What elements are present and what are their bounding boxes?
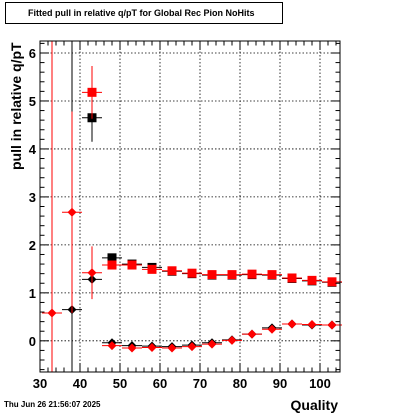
x-tick-label: 80 (233, 376, 247, 391)
data-point-diamond (67, 207, 77, 217)
x-tick-label: 90 (273, 376, 287, 391)
y-tick-label: 1 (29, 286, 36, 301)
data-series (42, 41, 342, 372)
data-point-square (167, 266, 177, 276)
data-point-square (87, 87, 97, 97)
chart-title: Fitted pull in relative q/pT for Global … (5, 2, 283, 24)
data-point-diamond (187, 342, 197, 352)
data-point-square (107, 253, 117, 263)
tick-labels: 30 40 50 60 70 80 90 100 0 1 2 3 4 5 6 (29, 46, 331, 391)
data-point-diamond (287, 319, 297, 329)
data-point-square (147, 264, 157, 274)
data-point-square (267, 270, 277, 280)
y-tick-label: 2 (29, 238, 36, 253)
data-point-square (207, 270, 217, 280)
timestamp-text: Thu Jun 26 21:56:07 2025 (4, 400, 101, 409)
x-tick-label: 100 (309, 376, 331, 391)
data-point-diamond (247, 329, 257, 339)
grid-lines (39, 41, 340, 372)
y-tick-label: 6 (29, 46, 36, 61)
data-point-diamond (87, 268, 97, 278)
data-point-square (227, 270, 237, 280)
plot-frame (39, 40, 341, 373)
series-3 (42, 41, 342, 372)
data-point-diamond (267, 324, 277, 334)
series-1 (82, 65, 342, 287)
x-tick-label: 50 (113, 376, 127, 391)
data-point-square (327, 277, 337, 287)
y-axis-label: pull in relative q/pT (8, 42, 24, 170)
x-tick-label: 70 (193, 376, 207, 391)
data-point-diamond (227, 335, 237, 345)
series-0 (82, 93, 342, 287)
data-point-square (127, 260, 137, 270)
axis-ticks (39, 41, 340, 372)
data-point-square (107, 260, 117, 270)
x-tick-label: 60 (153, 376, 167, 391)
data-point-diamond (167, 343, 177, 353)
data-point-square (307, 275, 317, 285)
y-tick-label: 0 (29, 334, 36, 349)
data-point-square (287, 273, 297, 283)
y-tick-label: 5 (29, 94, 36, 109)
data-point-diamond (327, 320, 337, 330)
data-point-square (187, 268, 197, 278)
data-point-diamond (207, 339, 217, 349)
data-point-square (247, 269, 257, 279)
data-point-diamond (47, 308, 57, 318)
y-tick-label: 4 (29, 142, 37, 157)
data-point-diamond (307, 320, 317, 330)
series-2 (62, 41, 342, 372)
y-tick-label: 3 (29, 190, 36, 205)
x-tick-label: 40 (73, 376, 87, 391)
data-point-diamond (107, 341, 117, 351)
x-tick-label: 30 (33, 376, 47, 391)
data-point-diamond (147, 343, 157, 353)
data-point-diamond (127, 343, 137, 353)
x-axis-label: Quality (291, 397, 339, 413)
